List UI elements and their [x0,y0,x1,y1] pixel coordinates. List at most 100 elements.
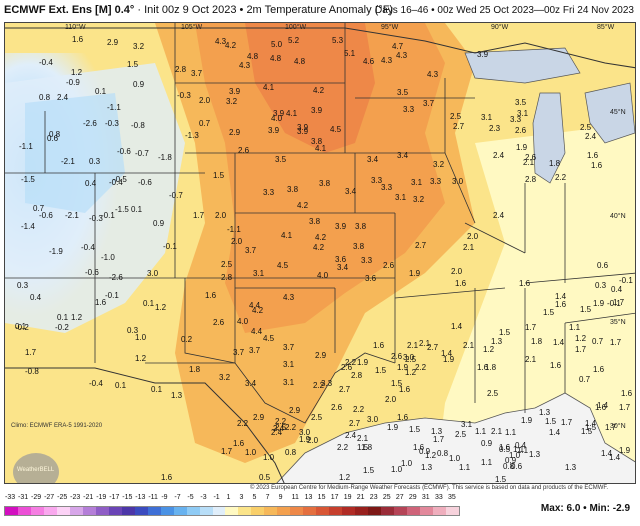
anomaly-value-label: 4.1 [281,231,293,240]
longitude-label: 105°W [181,24,203,31]
anomaly-value-label: 1.4 [585,419,597,428]
anomaly-value-label: 0.1 [143,299,155,308]
anomaly-value-label: 1.3 [421,463,433,472]
anomaly-value-label: -1.3 [185,131,199,140]
anomaly-value-label: 2.4 [493,151,505,160]
color-scale-swatch [56,507,70,515]
anomaly-value-label: 1.3 [565,463,577,472]
anomaly-value-label: 4.0 [237,317,249,326]
anomaly-value-label: 2.2 [353,405,365,414]
color-scale-swatch [355,507,369,515]
anomaly-value-label: 1.3 [431,427,443,436]
anomaly-value-label: 1.5 [375,366,387,375]
anomaly-value-label: 0.9 [419,447,431,456]
anomaly-value-label: 1.2 [575,334,587,343]
color-scale-swatch [212,507,226,515]
anomaly-value-label: 5.2 [288,36,300,45]
anomaly-value-label: 3.4 [345,187,357,196]
anomaly-value-label: 2.6 [515,126,527,135]
anomaly-value-label: 3.0 [147,269,159,278]
anomaly-value-label: 1.9 [593,299,605,308]
anomaly-value-label: 3.8 [309,217,321,226]
anomaly-value-label: 1.3 [171,391,183,400]
anomaly-value-label: 1.9 [357,358,369,367]
anomaly-value-label: 2.1 [525,355,537,364]
anomaly-value-label: 0.7 [592,337,604,346]
anomaly-value-label: 1.2 [135,354,147,363]
anomaly-value-label: 3.6 [335,255,347,264]
color-scale-tick-label: -25 [57,494,68,501]
anomaly-value-label: -0.6 [117,147,131,156]
color-scale-tick-label: -19 [96,494,107,501]
anomaly-value-label: 3.5 [275,155,287,164]
color-scale-swatch [160,507,174,515]
anomaly-value-label: 3.8 [353,242,365,251]
color-scale-swatch [82,507,96,515]
anomaly-value-label: -0.1 [101,211,115,220]
anomaly-value-label: -1.1 [227,225,241,234]
color-scale-swatch [5,507,18,515]
color-scale-swatch [290,507,304,515]
anomaly-value-label: 2.0 [199,96,211,105]
anomaly-value-label: -0.4 [39,58,53,67]
anomaly-value-label: 1.5 [585,423,597,432]
anomaly-value-label: -1.1 [107,103,121,112]
color-scale-tick-label: -29 [31,494,42,501]
anomaly-value-label: 1.4 [555,292,567,301]
anomaly-value-label: 0.7 [33,204,45,213]
color-scale-tick-label: 23 [369,494,378,501]
color-scale-tick-label: 21 [356,494,365,501]
color-scale-tick-label: 11 [291,494,299,501]
anomaly-value-label: 3.2 [226,97,238,106]
anomaly-value-label: 1.0 [449,454,461,463]
anomaly-value-label: 0.4 [85,179,97,188]
anomaly-value-label: 2.1 [357,434,369,443]
anomaly-value-label: 1.4 [601,449,613,458]
anomaly-value-label: 3.9 [477,50,489,59]
anomaly-value-label: 2.0 [231,237,243,246]
anomaly-value-label: -1.1 [19,142,33,151]
anomaly-value-label: 1.5 [409,425,421,434]
anomaly-value-label: 4.3 [427,70,439,79]
anomaly-value-label: 4.3 [239,61,251,70]
anomaly-value-label: 3.0 [452,177,464,186]
anomaly-value-label: 1.6 [233,439,245,448]
init-time: Init 00z 9 Oct 2023 [144,4,237,16]
longitude-label: 85°W [597,24,615,31]
color-scale-swatch [147,507,161,515]
anomaly-value-label: 0.4 [30,293,42,302]
anomaly-value-label: 3.3 [321,379,333,388]
color-scale-tick-label: 35 [447,494,456,501]
anomaly-value-label: 1.7 [25,348,37,357]
anomaly-value-label: 2.2 [337,443,349,452]
anomaly-value-label: 3.2 [433,160,445,169]
color-scale-tick-label: -3 [200,494,207,501]
anomaly-value-label: 3.5 [515,98,527,107]
anomaly-value-label: 4.0 [317,271,329,280]
anomaly-value-label: 1.1 [459,463,471,472]
anomaly-value-label: 2.2 [313,381,325,390]
color-scale-tick-label: -15 [122,494,133,501]
color-scale-tick-label: -33 [5,494,16,501]
color-scale-tick-label: 9 [278,494,283,501]
anomaly-value-label: 2.6 [391,352,403,361]
anomaly-value-label: 4.2 [313,243,325,252]
color-scale-swatch [368,507,382,515]
anomaly-value-label: 3.5 [397,88,409,97]
anomaly-value-label: 2.0 [215,211,227,220]
color-scale-swatch [199,507,213,515]
anomaly-value-label: 1.1 [569,323,581,332]
anomaly-value-label: -0.3 [177,91,191,100]
anomaly-value-label: 3.8 [319,179,331,188]
color-scale-swatch [394,507,408,515]
anomaly-value-label: 5.3 [332,36,344,45]
anomaly-value-label: -0.4 [109,178,123,187]
anomaly-value-label: 3.4 [337,263,349,272]
anomaly-value-label: 4.8 [294,57,306,66]
copyright-text: © 2023 European Centre for Medium-Range … [250,485,609,491]
anomaly-value-label: 3.1 [461,420,473,429]
anomaly-value-label: 1.7 [433,435,445,444]
header: ECMWF Ext. Ens [M] 0.4° · Init 00z 9 Oct… [0,0,640,22]
anomaly-value-label: 3.1 [481,113,493,122]
anomaly-value-label: 2.8 [221,273,233,282]
